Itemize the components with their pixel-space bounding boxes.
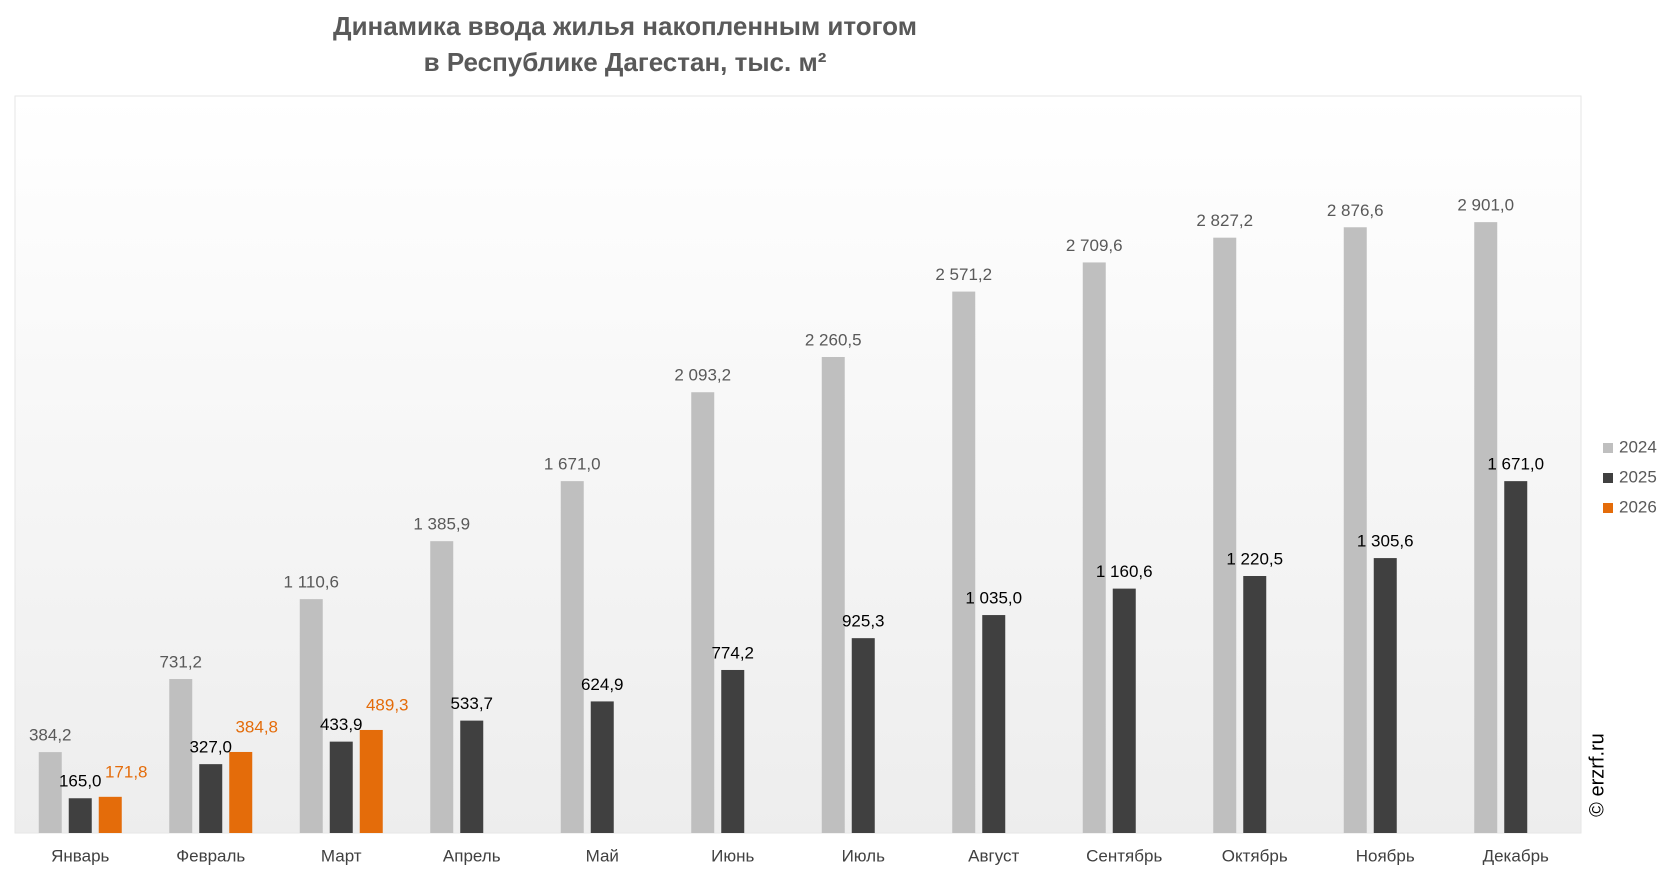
x-tick-label: Январь <box>51 846 109 865</box>
bar <box>169 679 193 833</box>
data-label: 171,8 <box>105 762 148 781</box>
bar <box>691 392 715 833</box>
legend-swatch <box>1603 503 1613 513</box>
bar <box>430 541 454 833</box>
legend-swatch <box>1603 443 1613 453</box>
data-label: 925,3 <box>842 612 885 631</box>
legend-label: 2025 <box>1619 467 1657 486</box>
bar <box>68 798 92 833</box>
x-tick-label: Июнь <box>711 846 754 865</box>
data-label: 731,2 <box>159 653 202 672</box>
data-label: 384,2 <box>29 726 72 745</box>
bar <box>1112 588 1136 833</box>
data-label: 433,9 <box>320 715 363 734</box>
bar <box>38 752 62 833</box>
bar <box>1373 558 1397 833</box>
data-label: 2 709,6 <box>1066 236 1123 255</box>
x-tick-label: Август <box>968 846 1019 865</box>
bar <box>460 720 484 833</box>
bar <box>1504 481 1528 833</box>
x-tick-label: Сентябрь <box>1086 846 1162 865</box>
plot-area <box>14 95 1582 834</box>
data-label: 624,9 <box>581 675 624 694</box>
data-label: 327,0 <box>189 738 232 757</box>
data-label: 2 827,2 <box>1196 211 1253 230</box>
watermark: © erzrf.ru <box>1586 733 1608 817</box>
legend-label: 2026 <box>1619 497 1657 516</box>
bar <box>1474 222 1498 834</box>
x-tick-label: Ноябрь <box>1356 846 1415 865</box>
legend-label: 2024 <box>1619 437 1657 456</box>
chart-title: в Республике Дагестан, тыс. м² <box>424 47 827 77</box>
data-label: 165,0 <box>59 772 102 791</box>
x-tick-label: Октябрь <box>1222 846 1288 865</box>
data-label: 1 671,0 <box>1487 455 1544 474</box>
data-label: 2 571,2 <box>935 265 992 284</box>
x-tick-label: Май <box>586 846 619 865</box>
data-label: 1 220,5 <box>1226 549 1283 568</box>
x-tick-label: Июль <box>842 846 886 865</box>
data-label: 384,8 <box>235 717 278 736</box>
x-tick-label: Март <box>321 846 362 865</box>
data-label: 1 305,6 <box>1357 532 1414 551</box>
bar <box>1213 237 1237 833</box>
data-label: 1 110,6 <box>284 573 339 592</box>
bar <box>982 615 1006 833</box>
data-label: 533,7 <box>450 694 493 713</box>
bar <box>199 764 223 833</box>
data-label: 1 160,6 <box>1096 562 1153 581</box>
bar <box>590 701 614 833</box>
legend-swatch <box>1603 473 1613 483</box>
bar <box>721 669 745 833</box>
x-tick-label: Апрель <box>443 846 501 865</box>
bar <box>952 291 976 833</box>
data-label: 2 260,5 <box>805 330 862 349</box>
bar <box>1243 575 1267 833</box>
data-label: 489,3 <box>366 695 409 714</box>
x-tick-label: Декабрь <box>1483 846 1549 865</box>
data-label: 2 876,6 <box>1327 201 1384 220</box>
data-label: 1 035,0 <box>965 589 1022 608</box>
chart-title: Динамика ввода жилья накопленным итогом <box>333 11 917 41</box>
bar <box>359 729 383 833</box>
x-tick-label: Февраль <box>176 846 245 865</box>
bar <box>821 357 845 833</box>
bar <box>1343 227 1367 833</box>
data-label: 774,2 <box>711 643 754 662</box>
data-label: 2 093,2 <box>674 366 731 385</box>
bar <box>560 481 584 833</box>
bar <box>98 796 122 833</box>
data-label: 1 385,9 <box>413 515 470 534</box>
bar <box>851 638 875 833</box>
bar <box>229 751 253 833</box>
bar <box>329 741 353 833</box>
bar <box>1082 262 1106 833</box>
bar <box>299 599 323 833</box>
data-label: 1 671,0 <box>544 455 601 474</box>
data-label: 2 901,0 <box>1457 196 1514 215</box>
